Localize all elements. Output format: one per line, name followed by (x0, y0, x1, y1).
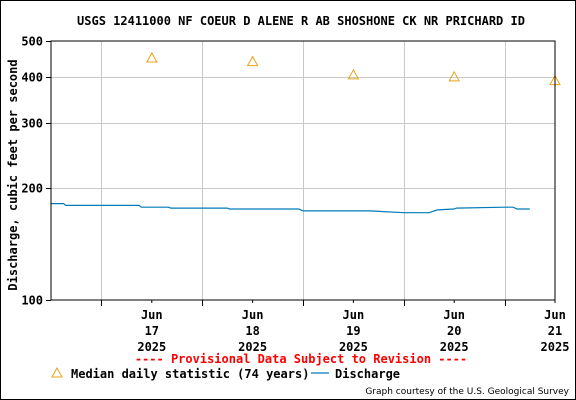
median-marker (145, 51, 158, 63)
x-tick-label: Jun (242, 308, 264, 322)
grid-lines (51, 41, 555, 300)
y-tick-label: 200 (21, 182, 43, 196)
median-marker (347, 68, 360, 80)
credit-text: Graph courtesy of the U.S. Geological Su… (365, 387, 569, 397)
x-tick-label: 18 (245, 324, 259, 338)
x-tick-label: 19 (346, 324, 360, 338)
x-tick-label: Jun (141, 308, 163, 322)
x-tick-label: 20 (447, 324, 461, 338)
x-tick-label: 2025 (440, 340, 469, 354)
x-tick-label: 17 (145, 324, 159, 338)
x-tick-label: Jun (443, 308, 465, 322)
provisional-notice: ---- Provisional Data Subject to Revisio… (135, 352, 467, 366)
y-tick-label: 300 (21, 117, 43, 131)
median-marker (246, 55, 259, 67)
median-marker (448, 70, 461, 82)
discharge-line (51, 203, 530, 214)
x-tick-label: Jun (544, 308, 566, 322)
y-tick-label: 100 (21, 294, 43, 308)
legend: Median daily statistic (74 years) Dischar… (51, 366, 400, 381)
axis-ticks: 100 200 300 400 500 Jun 17 2025 Jun 18 2025 Jun 19 20… (21, 35, 569, 355)
legend-label: Median daily statistic (74 years) (71, 367, 309, 381)
legend-label: Discharge (335, 367, 400, 381)
chart-title: USGS 12411000 NF COEUR D ALENE R AB SHOS… (77, 14, 525, 28)
x-tick-label: 2025 (541, 340, 570, 354)
y-tick-label: 500 (21, 35, 43, 49)
y-tick-label: 400 (21, 71, 43, 85)
x-tick-label: 21 (548, 324, 562, 338)
x-tick-label: Jun (343, 308, 365, 322)
legend-triangle-icon (51, 366, 63, 378)
x-tick-label: 2025 (339, 340, 368, 354)
x-tick-label: 2025 (238, 340, 267, 354)
y-axis-label: Discharge, cubic feet per second (6, 59, 20, 290)
x-tick-label: 2025 (137, 340, 166, 354)
